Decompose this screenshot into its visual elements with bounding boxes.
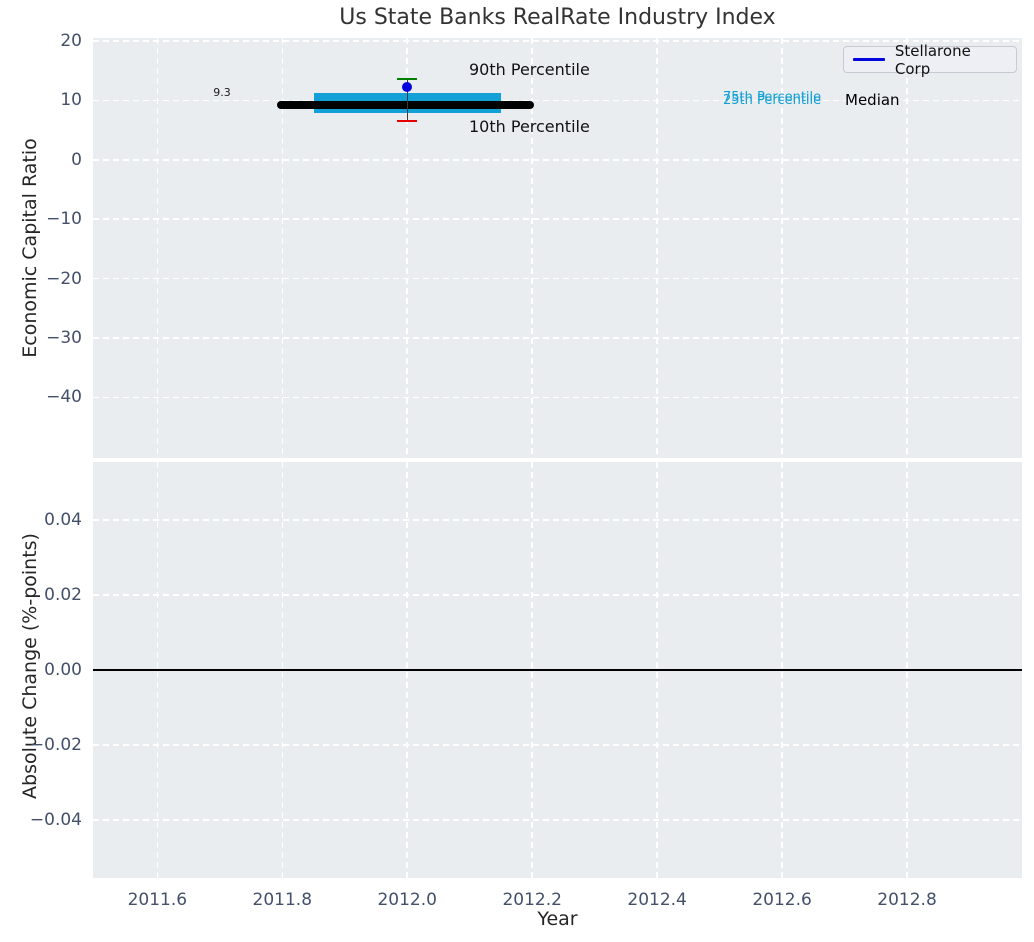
y-tick-label: 0.00 [44,660,82,680]
annotation-25th-percentile: 25th Percentile [723,93,822,108]
annotation-75th-percentile: 75th Percentile [723,90,822,105]
y-tick-label: 20 [60,30,82,51]
y-tick-label: −40 [46,387,82,408]
gridline-horizontal [93,40,1022,42]
y-tick-label: 10 [60,90,82,111]
company-point [402,82,413,93]
median-line [277,100,535,109]
gridline-horizontal [93,218,1022,220]
y-tick-label: −10 [46,209,82,230]
x-tick-label: 2012.8 [877,890,937,910]
gridline-vertical [156,38,159,458]
whisker-cap-90th [397,77,418,81]
y-tick-label: −0.04 [29,809,82,830]
legend: Stellarone Corp [843,42,1017,78]
y-tick-label: −30 [46,328,82,348]
gridline-vertical [531,38,533,458]
gridline-horizontal [93,594,1022,596]
x-tick-label: 2012.6 [752,890,812,910]
x-tick-label: 2012.2 [502,890,562,910]
gridline-vertical [906,38,908,458]
whisker-line [406,78,408,122]
y-tick-label: 0.02 [44,585,82,606]
x-tick-label: 2011.6 [127,890,188,910]
x-tick-label: 2011.8 [252,890,313,910]
gridline-vertical [406,38,408,458]
chart-title: Us State Banks RealRate Industry Index [339,5,776,30]
legend-line-sample-icon [853,58,885,61]
gridline-horizontal [93,396,1022,399]
gridline-horizontal [93,744,1022,746]
whisker-cap-10th [397,119,418,123]
legend-label: Stellarone Corp [894,41,971,78]
annotation-median: Median [845,91,900,109]
gridline-vertical [281,38,284,458]
y-tick-label: 0 [71,149,82,170]
gridline-horizontal [93,337,1022,339]
gridline-horizontal [93,159,1022,161]
y-tick-label: −20 [46,268,82,289]
x-axis-label: Year [537,908,578,930]
annotation-90th-percentile: 90th Percentile [469,60,590,79]
y-axis-label-top: Economic Capital Ratio [19,138,41,358]
y-tick-label: −0.02 [29,734,82,755]
gridline-horizontal [93,819,1022,821]
zero-line [93,669,1022,671]
x-tick-label: 2012.0 [377,890,437,910]
x-tick-label: 2012.4 [627,890,687,910]
annotation-median-value: 9.3 [213,86,231,99]
axes-bottom-absolute-change [93,462,1022,878]
gridline-horizontal [93,519,1022,521]
gridline-horizontal [93,277,1022,280]
gridline-vertical [656,38,658,458]
annotation-10th-percentile: 10th Percentile [469,117,590,136]
gridline-horizontal [93,99,1022,102]
axes-top-economic-capital-ratio [93,38,1022,458]
y-tick-label: 0.04 [44,510,82,531]
gridline-vertical [781,38,783,458]
